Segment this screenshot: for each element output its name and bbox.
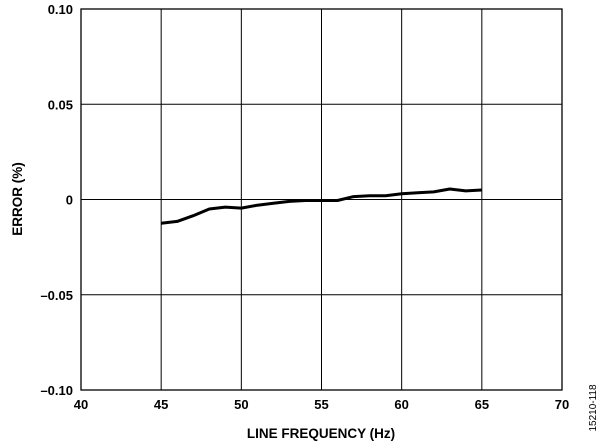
x-axis-title: LINE FREQUENCY (Hz) [247,426,395,441]
x-tick-label: 40 [74,397,88,412]
x-tick-label: 45 [154,397,168,412]
x-tick-label: 50 [234,397,248,412]
x-tick-label: 55 [314,397,328,412]
y-tick-label: 0.10 [48,2,73,17]
figure-id-label: 15210-118 [588,384,599,432]
x-tick-label: 70 [555,397,569,412]
x-tick-label: 60 [394,397,408,412]
y-tick-label: 0.05 [48,97,73,112]
x-tick-label: 65 [475,397,489,412]
y-axis-title: ERROR (%) [10,162,25,236]
y-tick-label: –0.05 [40,288,73,303]
plot-frame [80,8,563,391]
y-tick-label: 0 [66,193,73,208]
series-layer [161,187,482,225]
y-tick-label: –0.10 [40,383,73,398]
x-tick-labels: 40 45 50 55 60 65 70 [74,397,569,412]
series-line [161,187,482,225]
y-tick-labels: 0.10 0.05 0 –0.05 –0.10 [40,2,73,398]
